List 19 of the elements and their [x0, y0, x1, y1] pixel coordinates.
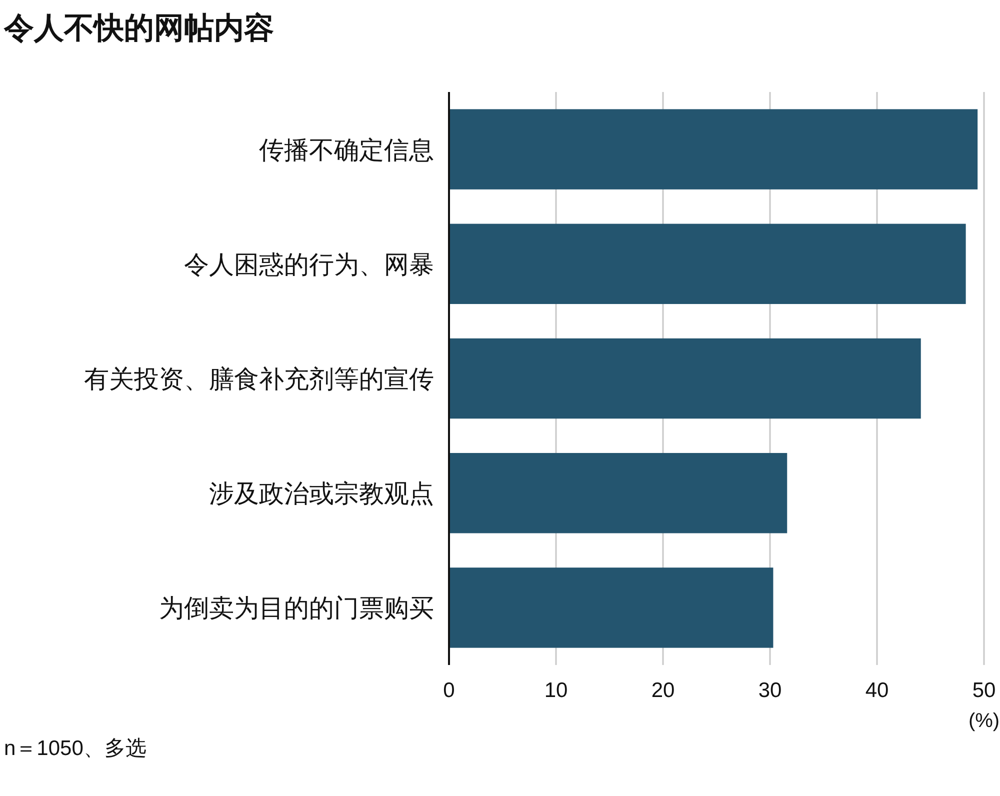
y-tick-label: 涉及政治或宗教观点 [209, 480, 434, 508]
bar [449, 109, 978, 190]
x-tick-label: 10 [544, 679, 568, 702]
x-tick-label: 50 [972, 679, 996, 702]
bar [449, 338, 921, 419]
text: n＝1050、多选 [4, 737, 146, 760]
x-axis-title: (%) [968, 710, 1000, 732]
y-tick-label: 为倒卖为目的的门票购买 [159, 594, 434, 623]
x-tick-label: 30 [758, 679, 782, 702]
bar [449, 568, 774, 648]
x-tick-label: 20 [651, 679, 675, 702]
y-tick-label: 有关投资、膳食补充剂等的宣传 [84, 366, 434, 394]
y-tick-label: 令人困惑的行为、网暴 [184, 250, 434, 279]
text: 令人不快的网帖内容 [3, 11, 274, 45]
x-tick-label: 0 [443, 679, 455, 702]
bar [449, 224, 966, 304]
bar [449, 452, 788, 534]
y-tick-label: 传播不确定信息 [259, 136, 434, 164]
x-tick-label: 40 [865, 679, 889, 702]
